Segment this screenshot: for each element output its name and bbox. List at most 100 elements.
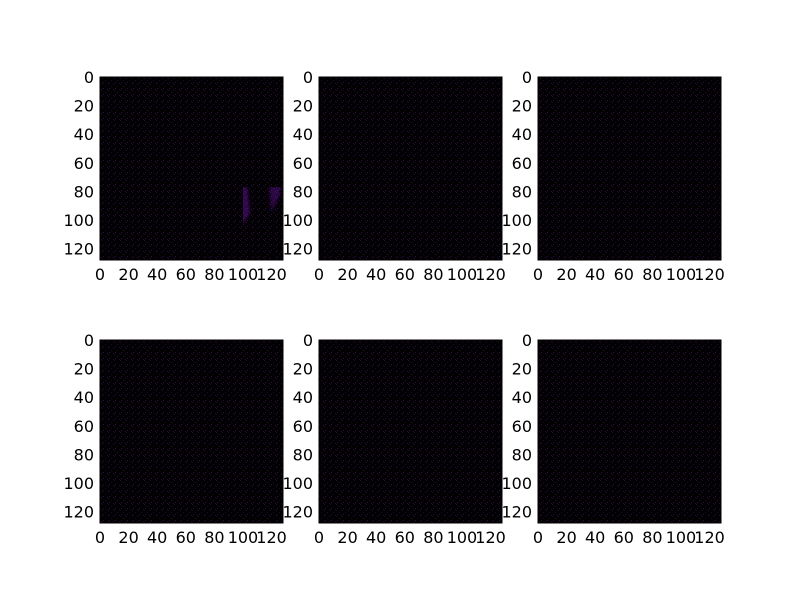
y-tick-label: 20 xyxy=(512,360,532,379)
y-tick-label: 40 xyxy=(512,388,532,407)
heatmap-region xyxy=(242,187,251,224)
y-tick-label: 120 xyxy=(501,240,532,259)
y-tick-label: 120 xyxy=(501,503,532,522)
x-tick-label: 80 xyxy=(423,528,443,547)
y-tick-label: 60 xyxy=(74,417,94,436)
y-tick-label: 0 xyxy=(84,68,94,87)
x-tick-label: 40 xyxy=(147,528,167,547)
y-tick-label: 80 xyxy=(512,182,532,201)
axes-frame xyxy=(537,339,722,524)
x-tick-label: 120 xyxy=(694,528,725,547)
y-tick-label: 60 xyxy=(512,154,532,173)
x-tick-label: 0 xyxy=(533,528,543,547)
y-tick-label: 80 xyxy=(512,445,532,464)
axes-frame xyxy=(99,339,284,524)
x-tick-label: 40 xyxy=(147,265,167,284)
y-tick-label: 0 xyxy=(522,331,532,350)
x-tick-label: 120 xyxy=(694,265,725,284)
x-tick-label: 60 xyxy=(614,265,634,284)
y-tick-label: 20 xyxy=(74,360,94,379)
y-tick-label: 0 xyxy=(522,68,532,87)
y-tick-label: 60 xyxy=(512,417,532,436)
y-tick-label: 120 xyxy=(282,240,313,259)
x-tick-label: 60 xyxy=(395,528,415,547)
y-tick-label: 20 xyxy=(74,97,94,116)
x-tick-label: 80 xyxy=(204,265,224,284)
y-tick-label: 60 xyxy=(293,417,313,436)
x-tick-label: 100 xyxy=(447,528,478,547)
x-tick-label: 120 xyxy=(256,265,287,284)
axes-frame xyxy=(318,76,503,261)
x-tick-label: 0 xyxy=(533,265,543,284)
y-tick-label: 20 xyxy=(512,97,532,116)
x-tick-label: 20 xyxy=(118,265,138,284)
x-tick-label: 60 xyxy=(395,265,415,284)
heatmap-region xyxy=(269,187,282,213)
x-tick-label: 20 xyxy=(118,528,138,547)
y-tick-label: 100 xyxy=(282,474,313,493)
heatmap-noise xyxy=(538,77,721,260)
axes-frame xyxy=(318,339,503,524)
x-tick-label: 120 xyxy=(475,528,506,547)
x-tick-label: 80 xyxy=(642,265,662,284)
y-tick-label: 60 xyxy=(293,154,313,173)
x-tick-label: 100 xyxy=(228,265,259,284)
y-tick-label: 120 xyxy=(63,503,94,522)
y-tick-label: 20 xyxy=(293,97,313,116)
x-tick-label: 80 xyxy=(642,528,662,547)
y-tick-label: 80 xyxy=(293,182,313,201)
heatmap-noise xyxy=(319,77,502,260)
x-tick-label: 100 xyxy=(666,528,697,547)
y-tick-label: 0 xyxy=(303,68,313,87)
y-tick-label: 40 xyxy=(74,388,94,407)
x-tick-label: 60 xyxy=(614,528,634,547)
x-tick-label: 0 xyxy=(314,265,324,284)
y-tick-label: 40 xyxy=(293,125,313,144)
x-tick-label: 100 xyxy=(666,265,697,284)
x-tick-label: 80 xyxy=(423,265,443,284)
y-tick-label: 80 xyxy=(74,445,94,464)
x-tick-label: 20 xyxy=(556,265,576,284)
x-tick-label: 40 xyxy=(585,265,605,284)
x-tick-label: 0 xyxy=(314,528,324,547)
y-tick-label: 120 xyxy=(63,240,94,259)
x-tick-label: 80 xyxy=(204,528,224,547)
x-tick-label: 0 xyxy=(95,265,105,284)
x-tick-label: 0 xyxy=(95,528,105,547)
axes-frame xyxy=(99,76,284,261)
y-tick-label: 80 xyxy=(74,182,94,201)
heatmap-noise xyxy=(100,340,283,523)
y-tick-label: 100 xyxy=(282,211,313,230)
y-tick-label: 100 xyxy=(501,474,532,493)
y-tick-label: 0 xyxy=(84,331,94,350)
x-tick-label: 20 xyxy=(337,265,357,284)
heatmap-noise xyxy=(100,77,283,260)
heatmap-noise xyxy=(538,340,721,523)
x-tick-label: 120 xyxy=(256,528,287,547)
x-tick-label: 100 xyxy=(447,265,478,284)
x-tick-label: 20 xyxy=(337,528,357,547)
axes-frame xyxy=(537,76,722,261)
y-tick-label: 0 xyxy=(303,331,313,350)
x-tick-label: 100 xyxy=(228,528,259,547)
x-tick-label: 40 xyxy=(585,528,605,547)
x-tick-label: 60 xyxy=(176,265,196,284)
x-tick-label: 60 xyxy=(176,528,196,547)
y-tick-label: 100 xyxy=(63,211,94,230)
y-tick-label: 40 xyxy=(74,125,94,144)
y-tick-label: 60 xyxy=(74,154,94,173)
x-tick-label: 20 xyxy=(556,528,576,547)
y-tick-label: 40 xyxy=(293,388,313,407)
y-tick-label: 100 xyxy=(63,474,94,493)
y-tick-label: 40 xyxy=(512,125,532,144)
y-tick-label: 100 xyxy=(501,211,532,230)
x-tick-label: 40 xyxy=(366,528,386,547)
x-tick-label: 40 xyxy=(366,265,386,284)
heatmap-noise xyxy=(319,340,502,523)
